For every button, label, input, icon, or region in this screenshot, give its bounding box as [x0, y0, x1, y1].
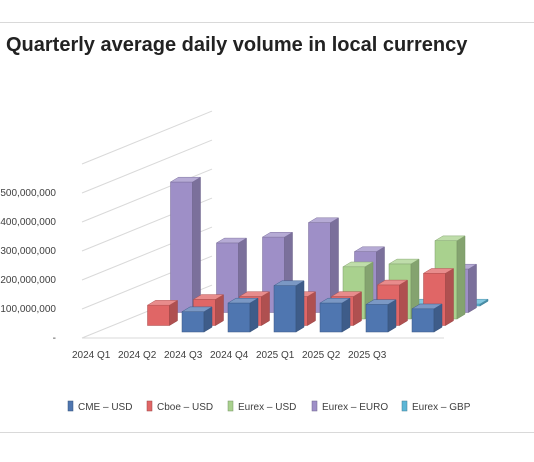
x-tick-label: 2024 Q4 — [210, 350, 249, 361]
x-tick-label: 2025 Q2 — [302, 350, 341, 361]
chart-frame-bottom — [0, 432, 534, 433]
bar — [365, 299, 397, 333]
legend-entry: CME – USD — [67, 400, 132, 413]
x-tick-label: 2025 Q3 — [348, 350, 387, 361]
x-tick-label: 2024 Q1 — [72, 350, 111, 361]
chart-title: Quarterly average daily volume in local … — [6, 34, 468, 56]
legend-label: CME – USD — [78, 402, 132, 413]
gridline — [81, 139, 213, 194]
y-tick-label: 400,000,000 — [0, 217, 56, 228]
y-tick-label: - — [53, 333, 56, 344]
legend-swatch — [401, 400, 408, 412]
y-tick-label: 500,000,000 — [0, 188, 56, 199]
legend-label: Cboe – USD — [157, 402, 213, 413]
x-tick-label: 2024 Q3 — [164, 350, 203, 361]
legend: CME – USD Cboe – USD Eurex – USD Eurex – EU… — [67, 400, 471, 413]
bar — [146, 299, 179, 326]
bar — [273, 280, 305, 333]
legend-label: Eurex – EURO — [322, 402, 388, 413]
legend-label: Eurex – USD — [238, 402, 296, 413]
legend-swatch — [227, 400, 234, 412]
bar — [319, 297, 351, 333]
gridline — [81, 110, 213, 165]
x-tick-label: 2024 Q2 — [118, 350, 157, 361]
x-tick-label: 2025 Q1 — [256, 350, 295, 361]
legend-entry: Cboe – USD — [146, 400, 213, 413]
bars — [146, 176, 489, 333]
bar — [411, 303, 443, 333]
y-tick-label: 100,000,000 — [0, 304, 56, 315]
y-tick-label: 300,000,000 — [0, 246, 56, 257]
legend-entry: Eurex – EURO — [311, 400, 388, 413]
bar — [227, 297, 259, 333]
legend-label: Eurex – GBP — [412, 402, 471, 413]
legend-entry: Eurex – GBP — [401, 400, 471, 413]
x-axis-ticks: 2024 Q1 2024 Q2 2024 Q3 2024 Q4 2025 Q1 2025 … — [72, 350, 387, 361]
bar — [307, 217, 340, 313]
y-axis-ticks: - 100,000,000 200,000,000 300,000,000 400,00… — [0, 188, 56, 344]
legend-swatch — [311, 400, 318, 412]
y-tick-label: 200,000,000 — [0, 275, 56, 286]
bar — [169, 176, 202, 313]
bar — [181, 306, 213, 333]
legend-entry: Eurex – USD — [227, 400, 296, 413]
legend-swatch — [146, 400, 153, 412]
legend-swatch — [67, 400, 74, 412]
chart-frame-top — [0, 22, 534, 23]
